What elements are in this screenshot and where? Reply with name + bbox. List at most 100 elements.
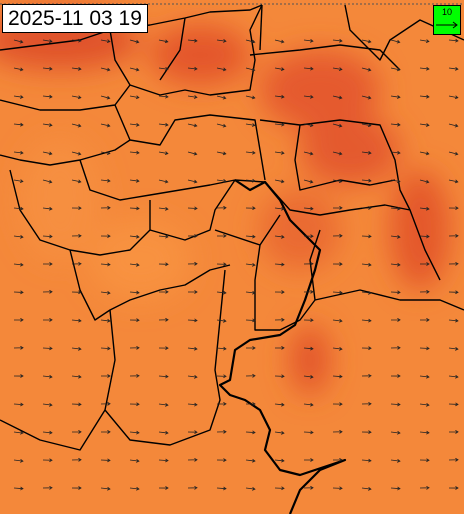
wind-arrow: [361, 290, 372, 295]
wind-arrow: [448, 374, 459, 379]
wind-arrow: [274, 317, 285, 322]
wind-arrow: [419, 39, 430, 43]
wind-arrow: [187, 346, 198, 351]
wind-arrow: [71, 486, 82, 490]
wind-arrow: [100, 123, 111, 128]
wind-arrow: [42, 262, 53, 266]
wind-arrow: [129, 39, 140, 44]
wind-arrow: [303, 179, 314, 184]
wind-arrow: [390, 262, 401, 267]
wind-arrow: [158, 458, 169, 463]
wind-arrow: [216, 234, 227, 238]
wind-arrow: [42, 430, 53, 435]
wind-arrow: [245, 67, 256, 72]
wind-arrow: [71, 123, 82, 128]
wind-arrow: [42, 234, 53, 239]
wind-arrow: [274, 122, 285, 127]
wind-arrow: [245, 39, 256, 44]
wind-arrow: [129, 178, 140, 183]
wind-arrow: [42, 289, 53, 294]
wind-arrow: [42, 94, 53, 99]
wind-arrow: [13, 458, 24, 463]
wind-arrow: [100, 262, 111, 267]
wind-arrow: [361, 458, 372, 463]
wind-arrow: [129, 345, 140, 350]
wind-arrow: [129, 430, 140, 435]
wind-arrow: [42, 318, 53, 322]
wind-arrow: [158, 151, 169, 156]
wind-arrow: [303, 318, 314, 323]
wind-arrow: [274, 234, 285, 239]
wind-arrow: [13, 95, 24, 99]
wind-arrow: [361, 95, 372, 100]
wind-arrow: [71, 233, 82, 238]
wind-arrow: [332, 402, 343, 406]
wind-arrow: [13, 290, 24, 295]
wind-arrow: [158, 39, 169, 44]
wind-arrow: [303, 123, 314, 128]
wind-arrow: [187, 234, 198, 238]
wind-arrow: [448, 95, 459, 100]
wind-arrow: [129, 373, 140, 378]
wind-arrow: [216, 290, 227, 295]
wind-arrow: [332, 233, 343, 238]
wind-arrow: [274, 402, 285, 407]
wind-arrow: [361, 373, 372, 378]
wind-arrow: [13, 67, 24, 72]
wind-arrow: [187, 485, 198, 490]
wind-arrow: [100, 151, 111, 155]
wind-arrow: [448, 318, 459, 323]
wind-arrow: [448, 67, 459, 71]
wind-arrow: [245, 346, 256, 350]
wind-arrow: [274, 94, 285, 99]
wind-arrow: [216, 95, 227, 100]
wind-arrow: [245, 95, 256, 100]
wind-arrow: [158, 317, 169, 322]
wind-arrow: [448, 261, 459, 266]
wind-arrow: [187, 151, 198, 156]
wind-arrow: [100, 374, 111, 378]
wind-arrow: [245, 262, 256, 267]
wind-arrow: [303, 346, 314, 351]
wind-arrow: [13, 345, 24, 350]
wind-arrow: [216, 346, 227, 351]
wind-arrow: [303, 38, 314, 43]
wind-arrow: [361, 430, 372, 435]
wind-arrow: [274, 374, 285, 379]
borders: [0, 4, 464, 451]
wind-arrow: [332, 179, 343, 184]
wind-arrow: [129, 67, 140, 72]
wind-arrow: [158, 179, 169, 184]
wind-arrow: [216, 151, 227, 156]
wind-arrow: [390, 318, 401, 322]
wind-arrows: [13, 38, 459, 491]
wind-arrow: [390, 150, 401, 155]
wind-arrow: [419, 262, 430, 266]
wind-arrow: [187, 290, 198, 294]
wind-arrow: [13, 122, 24, 127]
wind-arrow: [158, 206, 169, 211]
wind-arrow: [332, 38, 343, 43]
wind-arrow: [448, 123, 459, 128]
legend-arrow: [436, 21, 458, 29]
wind-arrow: [13, 150, 24, 155]
wind-arrow: [419, 318, 430, 322]
wind-arrow: [303, 458, 314, 462]
wind-arrow: [129, 262, 140, 267]
wind-arrow: [216, 179, 227, 183]
wind-arrow: [419, 123, 430, 127]
wind-arrow: [42, 179, 53, 184]
wind-arrow: [361, 262, 372, 267]
wind-arrow: [158, 374, 169, 379]
wind-arrow: [42, 374, 53, 379]
wind-arrow: [419, 430, 430, 435]
wind-arrow: [361, 178, 372, 183]
wind-arrow: [158, 122, 169, 127]
timestamp: 2025-11 03 19: [2, 4, 148, 33]
wind-arrow: [187, 38, 198, 43]
wind-arrow: [129, 458, 140, 463]
wind-arrow: [303, 261, 314, 266]
wind-arrow: [419, 346, 430, 351]
wind-arrow: [419, 179, 430, 184]
